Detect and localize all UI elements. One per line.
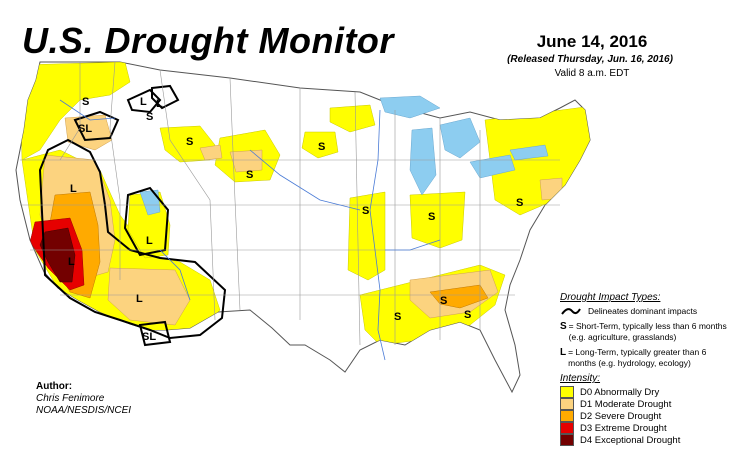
impact-label-l: L <box>140 96 147 108</box>
impact-label-s: S <box>394 311 401 323</box>
author-label: Author: <box>36 381 73 392</box>
impact-label-l: L <box>156 98 163 110</box>
map-date: June 14, 2016 <box>536 32 648 51</box>
d2-swatch <box>560 410 574 422</box>
author-org: NOAA/NESDIS/NCEI <box>36 405 132 416</box>
delineates-text: Delineates dominant impacts <box>588 306 698 316</box>
intensity-d1-row: D1 Moderate Drought <box>560 398 730 410</box>
d2-label: D2 Severe Drought <box>580 410 662 422</box>
d3-swatch <box>560 422 574 434</box>
delineation-line-icon <box>561 308 581 315</box>
impact-types-heading: Drought Impact Types: <box>560 292 661 303</box>
impact-label-l: L <box>146 235 153 247</box>
intensity-d2-row: D2 Severe Drought <box>560 410 730 422</box>
impact-label-s: S <box>146 111 153 123</box>
short-term-row: S = Short-Term, typically less than 6 mo… <box>560 321 730 343</box>
long-term-key: L <box>560 347 567 358</box>
long-term-row: L = Long-Term, typically greater than 6 … <box>560 347 730 369</box>
d0-label: D0 Abnormally Dry <box>580 386 660 398</box>
d1-swatch <box>560 398 574 410</box>
map-title: U.S. Drought Monitor <box>22 20 394 61</box>
intensity-d0-row: D0 Abnormally Dry <box>560 386 730 398</box>
impact-label-s: S <box>516 197 523 209</box>
short-term-key: S <box>560 321 567 332</box>
short-term-text: = Short-Term, typically less than 6 mont… <box>568 321 727 342</box>
d1-label: D1 Moderate Drought <box>580 398 672 410</box>
impact-label-l: L <box>68 256 75 268</box>
impact-label-l: L <box>70 183 77 195</box>
impact-label-sl: SL <box>142 331 156 343</box>
d0-swatch <box>560 386 574 398</box>
rivers <box>59 99 441 361</box>
impact-label-s: S <box>362 205 369 217</box>
impact-label-sl: SL <box>78 123 92 135</box>
impact-delineation-lines <box>38 84 227 347</box>
impact-label-s: S <box>428 211 435 223</box>
state-borders <box>20 61 560 346</box>
impact-label-s: S <box>246 169 253 181</box>
impact-label-s: S <box>440 295 447 307</box>
intensity-d3-row: D3 Extreme Drought <box>560 422 730 434</box>
impact-label-s: S <box>82 96 89 108</box>
impact-label-s: S <box>318 141 325 153</box>
long-term-text: = Long-Term, typically greater than 6 mo… <box>568 347 707 368</box>
author-name: Chris Fenimore <box>36 393 105 404</box>
delineates-row: Delineates dominant impacts <box>560 306 730 317</box>
d4-swatch <box>560 434 574 446</box>
d4-area <box>39 227 76 283</box>
d4-label: D4 Exceptional Drought <box>580 434 681 446</box>
impact-label-s: S <box>186 136 193 148</box>
valid-time: Valid 8 a.m. EDT <box>554 68 630 79</box>
map-legend: Drought Impact Types: Delineates dominan… <box>560 292 730 446</box>
impact-label-s: S <box>464 309 471 321</box>
d3-label: D3 Extreme Drought <box>580 422 667 434</box>
intensity-d4-row: D4 Exceptional Drought <box>560 434 730 446</box>
intensity-heading: Intensity: <box>560 373 601 384</box>
author-block: Author: Chris Fenimore NOAA/NESDIS/NCEI <box>36 381 131 417</box>
impact-label-l: L <box>136 293 143 305</box>
release-note: (Released Thursday, Jun. 16, 2016) <box>507 54 673 65</box>
